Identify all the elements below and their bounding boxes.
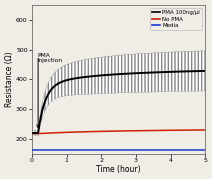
X-axis label: Time (hour): Time (hour) bbox=[96, 165, 141, 174]
Legend: PMA 100ng/μl, No PMA, Media: PMA 100ng/μl, No PMA, Media bbox=[150, 8, 202, 30]
Text: PMA
injection: PMA injection bbox=[37, 53, 62, 63]
Y-axis label: Resistance (Ω): Resistance (Ω) bbox=[5, 52, 14, 107]
